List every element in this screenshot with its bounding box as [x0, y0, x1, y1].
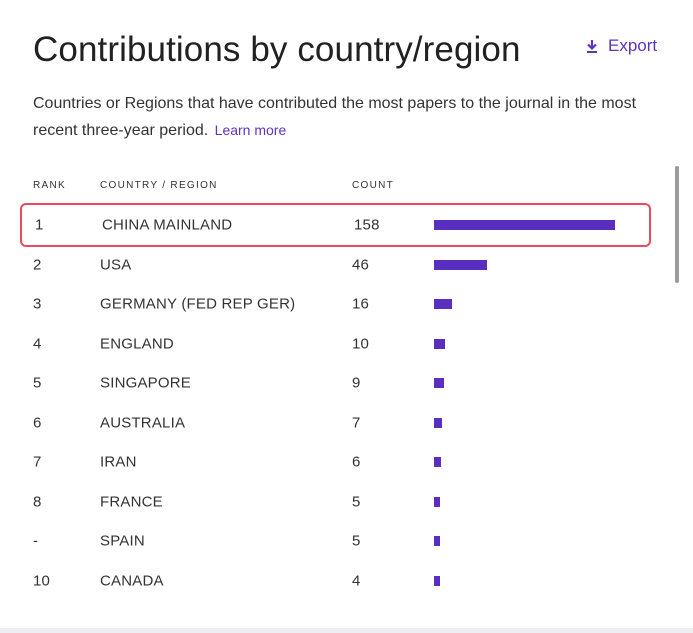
description-text: Countries or Regions that have contribut…	[33, 95, 637, 139]
scrollbar-thumb[interactable]	[675, 166, 679, 283]
download-icon	[586, 39, 598, 53]
table-row[interactable]: 10 CANADA 4	[20, 561, 650, 601]
rank-cell: -	[33, 532, 39, 550]
rank-cell: 8	[33, 493, 42, 510]
count-bar	[434, 338, 445, 349]
table-row[interactable]: 3 GERMANY (FED REP GER) 16	[20, 284, 650, 324]
footer-strip	[0, 628, 693, 633]
count-bar	[434, 575, 440, 586]
export-button[interactable]: Export	[586, 36, 657, 56]
count-bar	[434, 536, 440, 546]
count-cell: 16	[352, 295, 370, 313]
count-cell: 4	[352, 572, 361, 589]
learn-more-link[interactable]: Learn more	[214, 122, 287, 138]
table-row[interactable]: 6 AUSTRALIA 7	[20, 403, 650, 443]
country-cell: CANADA	[100, 572, 164, 589]
table-row[interactable]: 7 IRAN 6	[20, 442, 650, 482]
country-cell: FRANCE	[100, 493, 163, 510]
country-cell: GERMANY (FED REP GER)	[100, 295, 296, 313]
rank-cell: 6	[33, 414, 42, 431]
rank-cell: 2	[33, 256, 42, 273]
count-bar	[434, 299, 452, 309]
count-cell: 5	[352, 493, 361, 510]
count-cell: 10	[352, 335, 370, 352]
table-row[interactable]: 4 ENGLAND 10	[20, 324, 650, 364]
column-header-count: COUNT	[352, 180, 395, 191]
count-cell: 46	[352, 256, 370, 273]
count-bar	[434, 378, 444, 388]
country-cell: AUSTRALIA	[100, 414, 186, 431]
table-row[interactable]: 1 CHINA MAINLAND 158	[20, 203, 651, 247]
table-row[interactable]: 8 FRANCE 5	[20, 482, 650, 522]
column-header-country: COUNTRY / REGION	[100, 180, 218, 191]
country-cell: USA	[100, 256, 132, 273]
count-bar	[434, 417, 442, 428]
description: Countries or Regions that have contribut…	[33, 90, 653, 144]
rank-cell: 4	[33, 335, 42, 352]
count-bar	[434, 457, 441, 467]
count-bar	[434, 496, 440, 507]
count-bar	[434, 259, 487, 270]
rank-cell: 1	[35, 216, 44, 234]
count-bar	[434, 220, 615, 230]
table-row[interactable]: - SPAIN 5	[20, 521, 650, 561]
count-cell: 6	[352, 453, 361, 471]
country-cell: IRAN	[100, 453, 137, 471]
column-header-rank: RANK	[33, 180, 66, 191]
rank-cell: 7	[33, 453, 42, 471]
count-cell: 7	[352, 414, 361, 431]
country-cell: CHINA MAINLAND	[102, 216, 233, 234]
country-cell: SINGAPORE	[100, 374, 191, 392]
country-cell: ENGLAND	[100, 335, 174, 352]
page-title: Contributions by country/region	[33, 30, 521, 69]
export-label: Export	[608, 36, 658, 55]
table-row[interactable]: 5 SINGAPORE 9	[20, 363, 650, 403]
country-cell: SPAIN	[100, 532, 145, 550]
count-cell: 9	[352, 374, 361, 392]
rank-cell: 10	[33, 572, 51, 589]
count-cell: 158	[354, 216, 380, 234]
count-cell: 5	[352, 532, 361, 550]
rank-cell: 3	[33, 295, 42, 313]
table-row[interactable]: 2 USA 46	[20, 245, 650, 285]
rank-cell: 5	[33, 374, 42, 392]
